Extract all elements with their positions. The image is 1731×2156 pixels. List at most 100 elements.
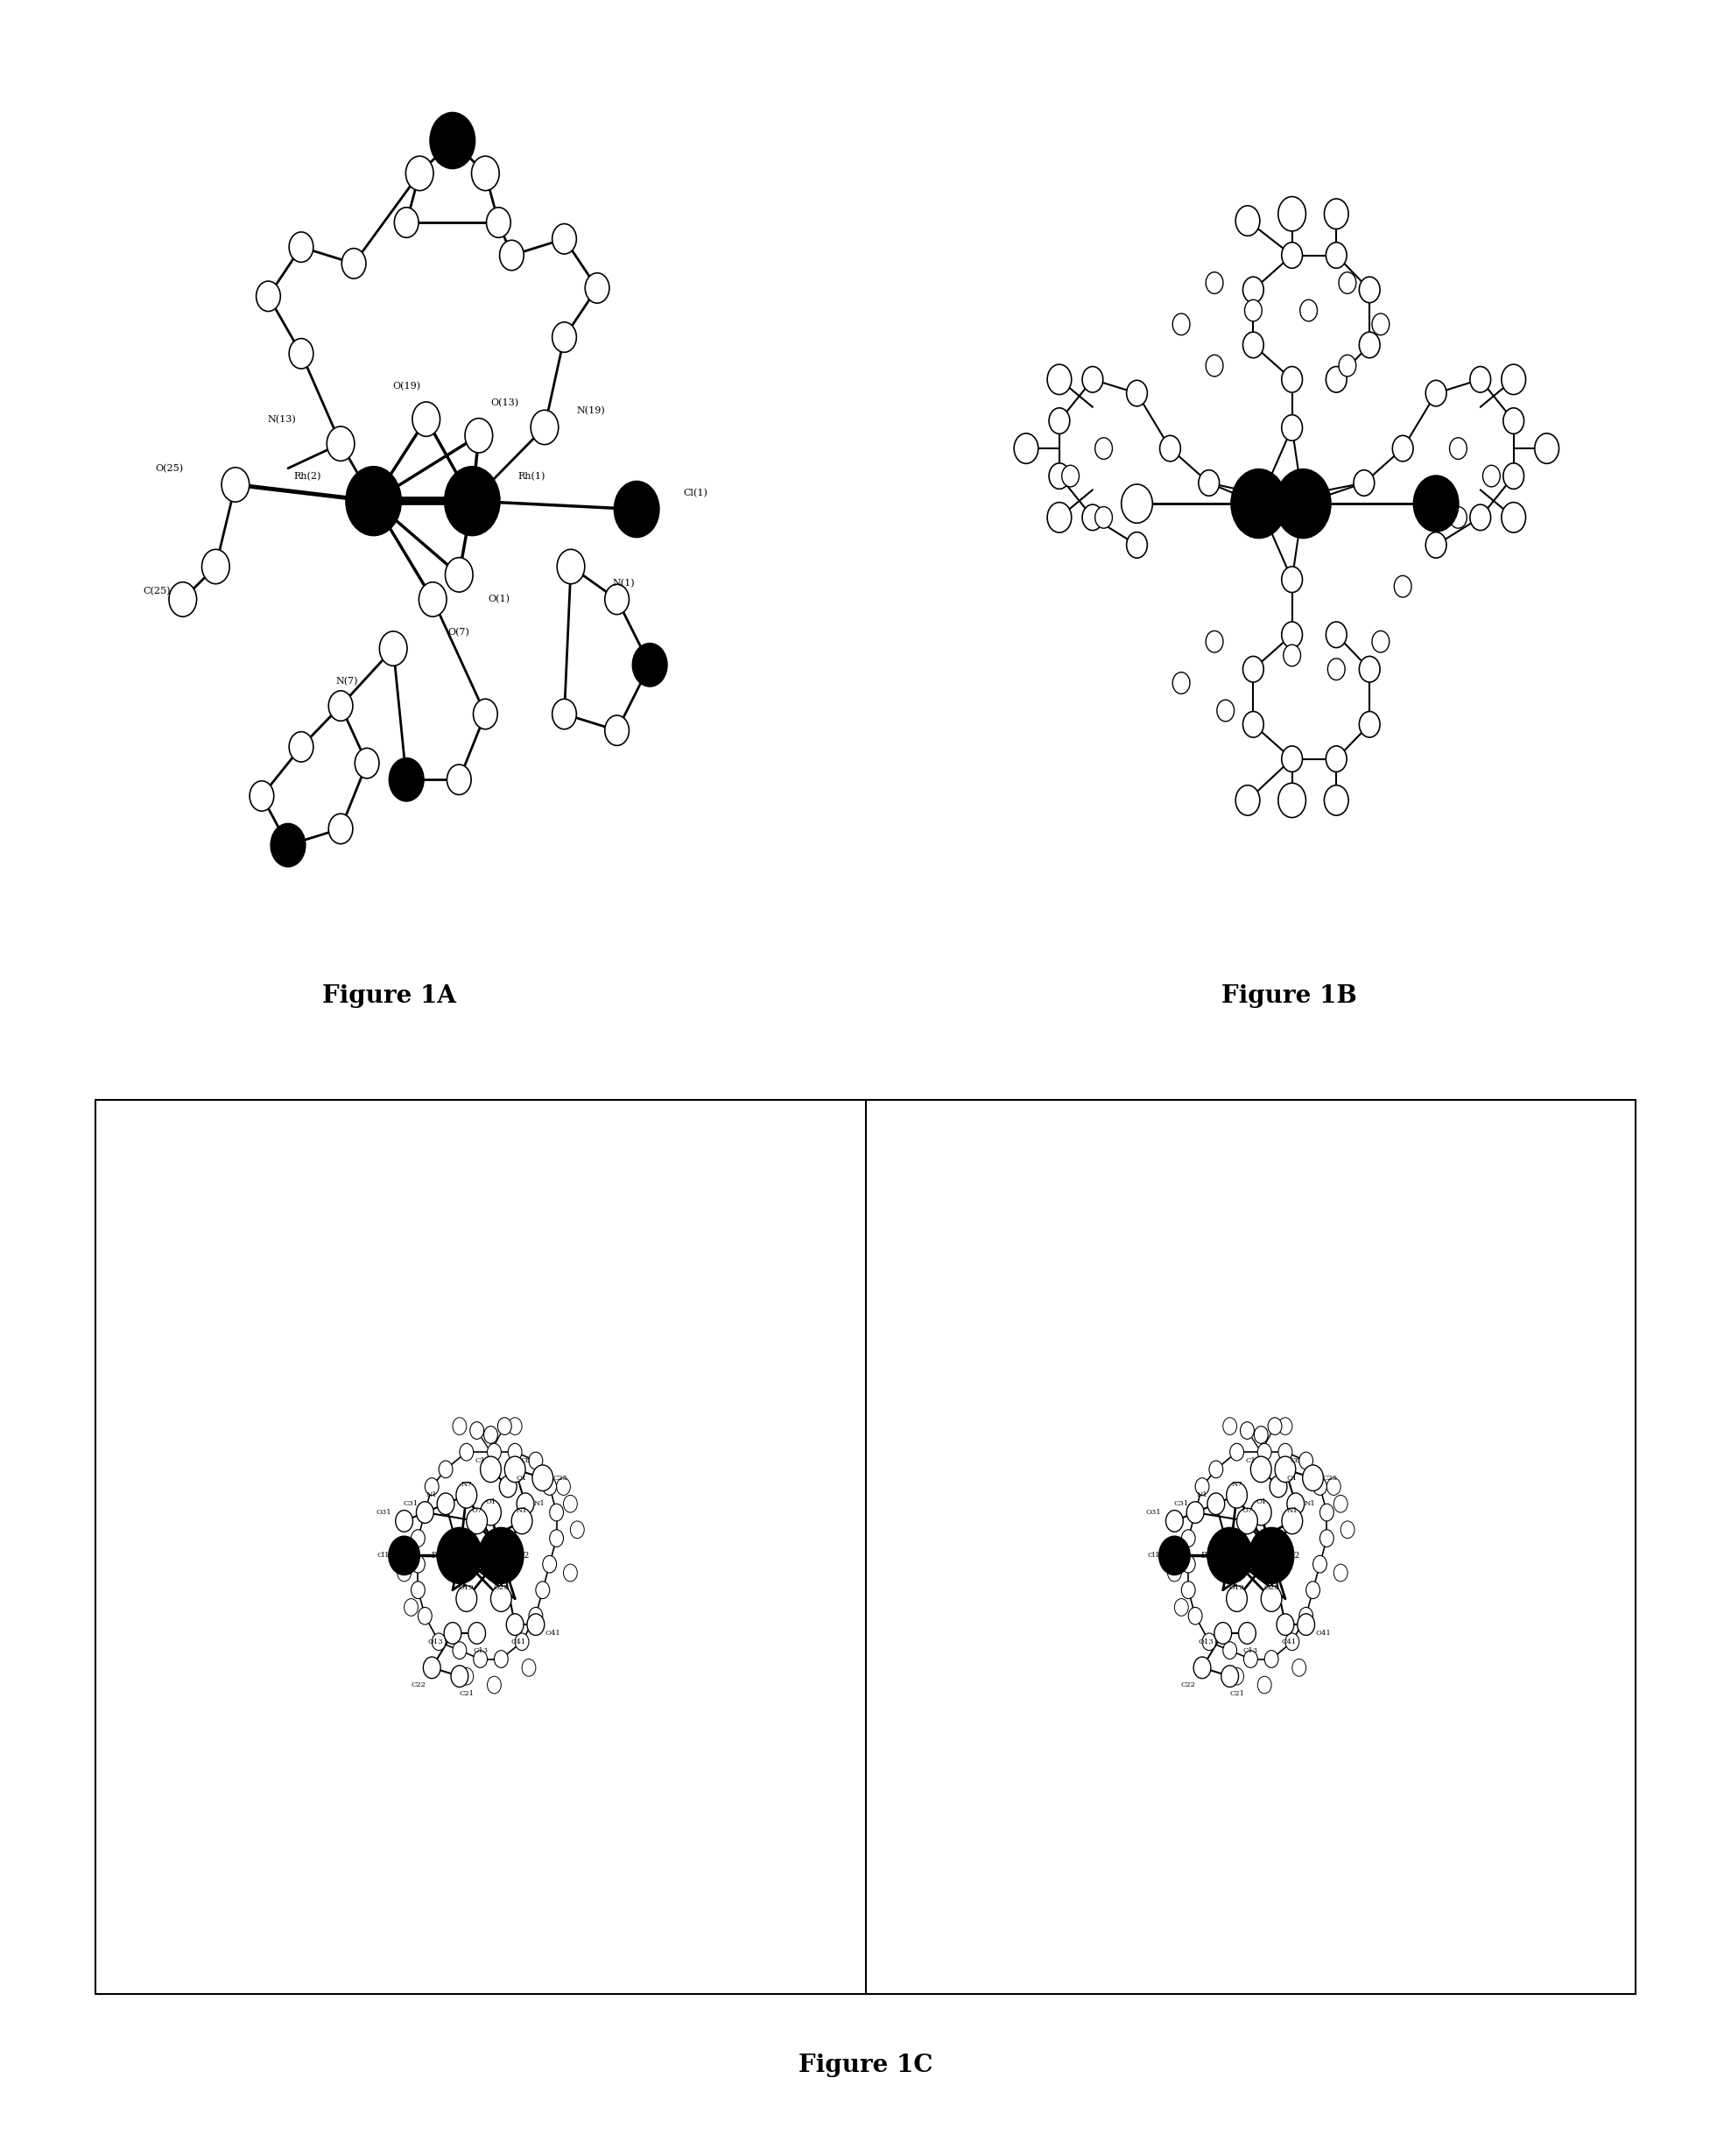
- Circle shape: [523, 1660, 537, 1677]
- Circle shape: [1122, 485, 1153, 524]
- Circle shape: [1283, 645, 1300, 666]
- Circle shape: [1297, 1613, 1316, 1636]
- Circle shape: [1174, 1600, 1187, 1617]
- Text: C13: C13: [1243, 1647, 1258, 1654]
- Circle shape: [346, 466, 402, 535]
- Circle shape: [1047, 502, 1071, 533]
- Circle shape: [1226, 1587, 1246, 1613]
- Circle shape: [1277, 1445, 1291, 1462]
- Text: Rh2: Rh2: [514, 1552, 530, 1559]
- Circle shape: [544, 1557, 557, 1574]
- Circle shape: [1239, 1423, 1253, 1440]
- Text: N1: N1: [533, 1501, 545, 1507]
- Circle shape: [1047, 364, 1071, 395]
- Circle shape: [1096, 438, 1113, 459]
- Text: C1: C1: [1246, 1457, 1255, 1464]
- Circle shape: [604, 584, 628, 614]
- Circle shape: [526, 1613, 544, 1636]
- Circle shape: [557, 550, 585, 584]
- Circle shape: [1245, 300, 1262, 321]
- Text: N1: N1: [1286, 1507, 1298, 1514]
- Circle shape: [1281, 414, 1302, 440]
- Text: Cl1: Cl1: [377, 1552, 389, 1559]
- Circle shape: [1220, 1667, 1238, 1686]
- Circle shape: [550, 1505, 564, 1522]
- Circle shape: [398, 1565, 412, 1583]
- Circle shape: [412, 401, 440, 436]
- Circle shape: [1082, 505, 1103, 530]
- Circle shape: [1061, 466, 1078, 487]
- Circle shape: [1208, 1462, 1222, 1479]
- Circle shape: [1267, 1419, 1281, 1436]
- Text: N(13): N(13): [267, 414, 296, 423]
- Circle shape: [1312, 1557, 1326, 1574]
- Text: C22: C22: [1181, 1682, 1196, 1688]
- Circle shape: [557, 1479, 571, 1496]
- Circle shape: [1359, 655, 1380, 681]
- Text: N7: N7: [460, 1481, 473, 1488]
- Circle shape: [1298, 1608, 1312, 1626]
- Circle shape: [270, 824, 305, 867]
- Circle shape: [1359, 276, 1380, 302]
- Circle shape: [1276, 470, 1331, 539]
- Circle shape: [615, 481, 660, 537]
- Circle shape: [256, 280, 280, 310]
- Circle shape: [249, 780, 273, 811]
- Circle shape: [1260, 1587, 1281, 1613]
- Text: O1: O1: [1286, 1475, 1298, 1481]
- Circle shape: [564, 1565, 578, 1583]
- Text: Rh2: Rh2: [1284, 1552, 1300, 1559]
- Text: Figure 1B: Figure 1B: [1222, 985, 1357, 1007]
- Circle shape: [530, 1453, 544, 1470]
- Circle shape: [509, 1419, 523, 1436]
- Circle shape: [1236, 205, 1260, 235]
- Text: O13: O13: [428, 1639, 443, 1645]
- Circle shape: [473, 699, 497, 729]
- Circle shape: [1236, 1509, 1257, 1535]
- Text: C21: C21: [459, 1690, 474, 1697]
- Circle shape: [632, 642, 666, 686]
- Text: Rh1: Rh1: [431, 1552, 447, 1559]
- Circle shape: [1501, 364, 1525, 395]
- Circle shape: [1414, 476, 1459, 533]
- Text: O7: O7: [471, 1507, 483, 1514]
- Circle shape: [1193, 1658, 1212, 1677]
- Circle shape: [471, 155, 499, 190]
- Text: N(7): N(7): [336, 677, 358, 686]
- Circle shape: [1321, 1531, 1335, 1548]
- Circle shape: [1243, 1651, 1257, 1669]
- Text: C8: C8: [1291, 1457, 1300, 1464]
- Circle shape: [1226, 1483, 1246, 1509]
- Circle shape: [550, 1531, 564, 1548]
- Text: Rh(2): Rh(2): [294, 472, 322, 481]
- Circle shape: [1338, 272, 1355, 293]
- Circle shape: [1291, 1660, 1305, 1677]
- Text: N(19): N(19): [576, 407, 604, 416]
- Circle shape: [1373, 313, 1390, 334]
- Circle shape: [389, 759, 424, 802]
- Circle shape: [454, 1419, 467, 1436]
- Text: O13: O13: [1198, 1639, 1213, 1645]
- Circle shape: [1160, 436, 1181, 461]
- Circle shape: [1326, 241, 1347, 267]
- Text: O41: O41: [1316, 1630, 1331, 1636]
- Circle shape: [1503, 464, 1523, 489]
- Circle shape: [222, 468, 249, 502]
- Circle shape: [505, 1457, 526, 1483]
- Circle shape: [1217, 701, 1234, 722]
- Circle shape: [1186, 1503, 1203, 1522]
- Circle shape: [329, 690, 353, 720]
- Circle shape: [447, 765, 471, 796]
- Circle shape: [552, 224, 576, 254]
- Circle shape: [552, 321, 576, 351]
- Circle shape: [1201, 1634, 1215, 1651]
- Circle shape: [1253, 1427, 1267, 1445]
- Text: O(13): O(13): [492, 399, 519, 407]
- Circle shape: [1049, 407, 1070, 433]
- Circle shape: [604, 716, 628, 746]
- Text: O1: O1: [485, 1498, 497, 1505]
- Circle shape: [1281, 1509, 1302, 1535]
- Text: O41: O41: [545, 1630, 561, 1636]
- Text: C31: C31: [1174, 1501, 1189, 1507]
- Text: N1: N1: [1196, 1492, 1208, 1498]
